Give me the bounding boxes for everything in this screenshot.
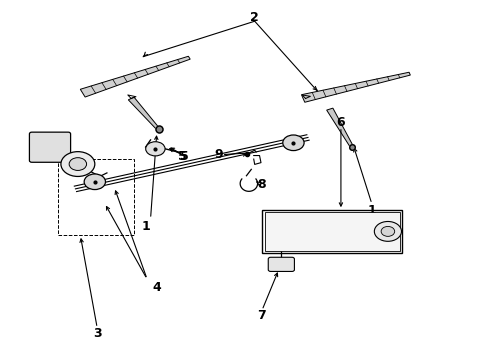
Circle shape: [69, 158, 87, 170]
Polygon shape: [80, 56, 190, 97]
Circle shape: [381, 226, 394, 237]
Text: 5: 5: [180, 150, 189, 163]
Polygon shape: [128, 97, 159, 129]
Text: 6: 6: [337, 116, 345, 129]
Text: 5: 5: [178, 150, 186, 163]
Circle shape: [283, 135, 304, 150]
Text: 1: 1: [368, 204, 376, 217]
Text: 8: 8: [258, 178, 266, 191]
Bar: [265, 212, 399, 251]
Text: 4: 4: [152, 280, 161, 293]
Text: 2: 2: [250, 11, 259, 24]
Text: 9: 9: [214, 148, 222, 161]
Circle shape: [61, 152, 95, 176]
Circle shape: [146, 142, 165, 156]
Text: 3: 3: [93, 327, 101, 339]
Bar: [58, 159, 134, 235]
Circle shape: [374, 221, 401, 241]
FancyBboxPatch shape: [29, 132, 71, 162]
Circle shape: [84, 174, 105, 190]
FancyBboxPatch shape: [268, 257, 294, 271]
Text: 7: 7: [258, 309, 267, 322]
Bar: [262, 210, 402, 253]
Polygon shape: [327, 108, 353, 147]
Polygon shape: [301, 72, 410, 102]
Text: 1: 1: [141, 220, 150, 233]
